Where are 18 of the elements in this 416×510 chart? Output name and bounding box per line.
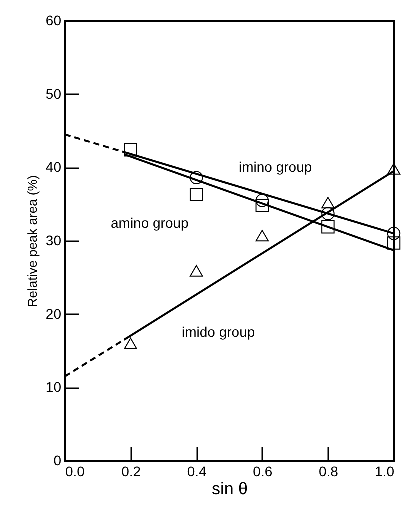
y-axis-title: Relative peak area (%) [24, 175, 40, 308]
x-tick-label: 1.0 [375, 464, 395, 480]
x-tick-label: 0.6 [253, 464, 273, 480]
x-tick-label: 0.2 [122, 464, 142, 480]
y-tick-label: 20 [46, 306, 62, 322]
annotation: imido group [182, 324, 256, 340]
y-tick-label: 50 [46, 86, 62, 102]
y-tick-label: 40 [46, 159, 62, 176]
x-tick-label: 0.4 [187, 464, 208, 480]
x-tick-label: 0.0 [66, 464, 86, 480]
y-tick-label: 30 [46, 232, 62, 248]
x-axis-title: sin θ [212, 480, 248, 498]
annotation: imino group [239, 159, 312, 175]
y-tick-label: 60 [46, 12, 62, 28]
y-tick-label: 10 [46, 379, 62, 396]
annotation: amino group [111, 215, 190, 231]
x-tick-label: 0.8 [318, 464, 339, 480]
y-tick-label: 0 [54, 452, 62, 468]
